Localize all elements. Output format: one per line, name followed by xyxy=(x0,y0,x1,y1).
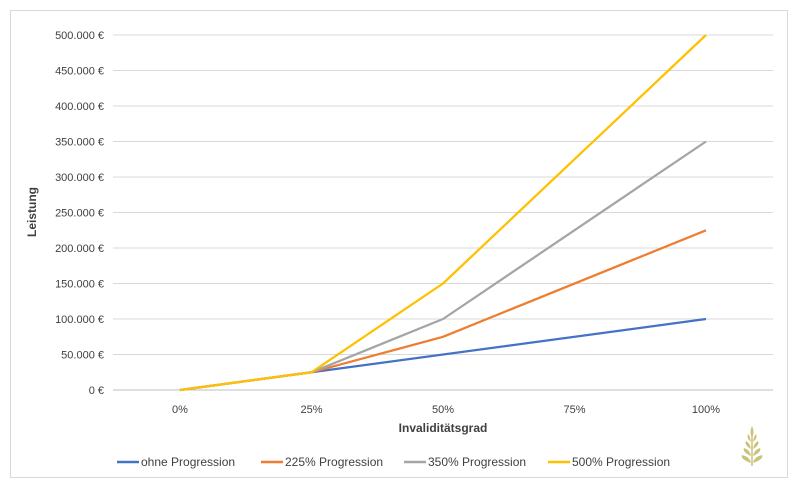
legend: ohne Progression 225% Progression 350% Pro… xyxy=(117,455,670,469)
legend-label: 500% Progression xyxy=(572,455,670,469)
y-tick-label: 500.000 € xyxy=(55,30,104,42)
chart-frame xyxy=(10,10,788,478)
y-tick-label: 150.000 € xyxy=(55,279,104,291)
y-tick-label: 200.000 € xyxy=(55,243,104,255)
y-tick-label: 350.000 € xyxy=(55,137,104,149)
y-tick-labels: 0 € 50.000 € 100.000 € 150.000 € 200.000 € 25… xyxy=(55,30,104,397)
series-lines xyxy=(179,34,707,392)
y-tick-label: 50.000 € xyxy=(61,350,104,362)
x-tick-label: 100% xyxy=(692,404,720,416)
x-tick-label: 50% xyxy=(432,404,454,416)
x-axis-title: Invaliditätsgrad xyxy=(399,421,488,435)
y-tick-label: 300.000 € xyxy=(55,172,104,184)
legend-label: 350% Progression xyxy=(428,455,526,469)
y-tick-label: 450.000 € xyxy=(55,66,104,78)
series-line xyxy=(179,34,707,392)
x-tick-labels: 0% 25% 50% 75% 100% xyxy=(172,404,720,416)
y-tick-label: 100.000 € xyxy=(55,314,104,326)
x-tick-label: 25% xyxy=(300,404,322,416)
y-tick-label: 400.000 € xyxy=(55,101,104,113)
y-axis-title: Leistung xyxy=(25,187,39,237)
legend-label: ohne Progression xyxy=(141,455,235,469)
series-line xyxy=(179,229,707,392)
leaf-logo-icon xyxy=(741,426,763,466)
y-tick-label: 250.000 € xyxy=(55,208,104,220)
y-tick-label: 0 € xyxy=(89,385,104,397)
series-line xyxy=(179,140,707,392)
legend-label: 225% Progression xyxy=(285,455,383,469)
gridlines xyxy=(113,34,773,391)
x-tick-label: 75% xyxy=(563,404,585,416)
x-tick-label: 0% xyxy=(172,404,188,416)
